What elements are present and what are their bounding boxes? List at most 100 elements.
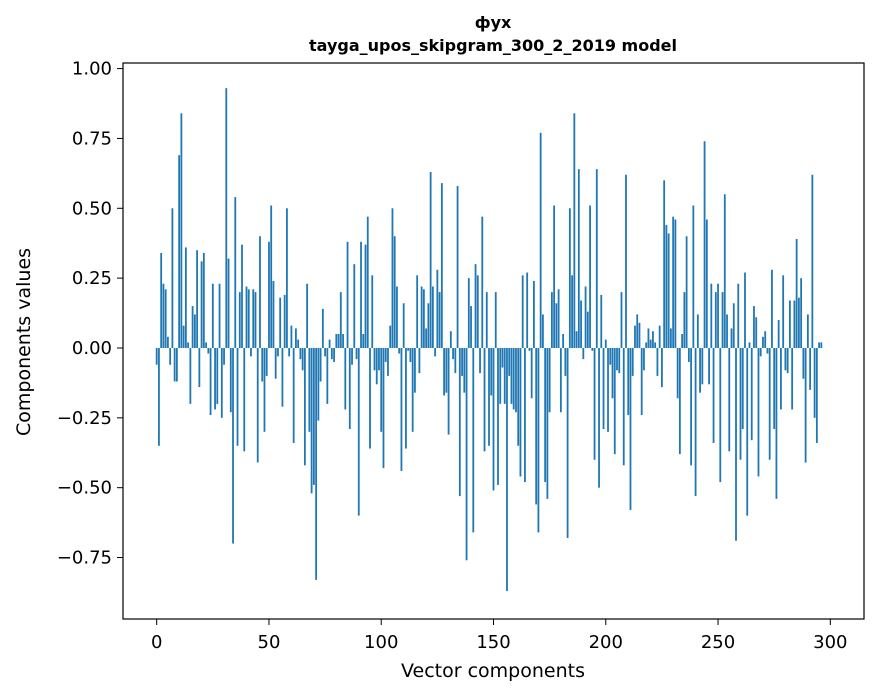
- y-tick-label: −0.50: [57, 478, 112, 499]
- x-tick-label: 100: [364, 632, 398, 653]
- bar: [270, 205, 273, 348]
- bar: [164, 289, 167, 348]
- bar: [402, 303, 405, 348]
- bar: [445, 347, 448, 393]
- bar: [764, 331, 767, 348]
- bar: [288, 347, 291, 357]
- bar: [243, 347, 246, 452]
- bar: [744, 272, 746, 348]
- bar: [396, 286, 398, 348]
- bar: [809, 347, 812, 390]
- bar: [398, 347, 401, 354]
- bar: [589, 205, 591, 348]
- bar: [699, 347, 701, 393]
- bar: [461, 347, 463, 376]
- bar: [800, 278, 803, 348]
- bar: [324, 347, 326, 357]
- bar: [463, 347, 466, 393]
- bar: [542, 314, 544, 348]
- bar: [297, 339, 300, 348]
- bar: [714, 292, 717, 348]
- bar: [476, 275, 479, 348]
- x-tick-label: 300: [813, 632, 847, 653]
- bar: [636, 314, 639, 348]
- bar: [622, 347, 625, 466]
- bar: [806, 314, 809, 348]
- bar: [755, 317, 758, 348]
- bar: [750, 347, 753, 441]
- bar: [193, 314, 196, 348]
- x-tick-label: 200: [589, 632, 623, 653]
- bar: [797, 297, 800, 348]
- bar: [595, 169, 598, 348]
- bar: [268, 241, 270, 348]
- chart-title-line-1: фух: [475, 13, 512, 32]
- bar: [409, 347, 412, 362]
- bar: [820, 342, 823, 348]
- bar: [443, 347, 445, 396]
- bar: [789, 300, 791, 348]
- bar: [175, 347, 178, 382]
- bar: [618, 347, 621, 374]
- y-axis-label: Components values: [13, 248, 35, 436]
- bar: [609, 347, 612, 365]
- bar: [452, 347, 454, 360]
- bar: [391, 208, 394, 348]
- bar: [676, 347, 679, 399]
- bar: [537, 347, 540, 533]
- bar: [627, 347, 630, 416]
- bar: [568, 208, 571, 348]
- bar: [434, 347, 437, 357]
- bar: [488, 347, 490, 446]
- bar: [782, 275, 785, 348]
- bar: [665, 225, 668, 348]
- bar: [530, 347, 533, 399]
- bar: [550, 292, 553, 348]
- bar: [196, 250, 198, 348]
- bar: [454, 347, 457, 374]
- bar: [652, 331, 654, 348]
- bar: [649, 339, 652, 348]
- bar: [474, 264, 477, 348]
- bar: [712, 347, 715, 443]
- y-tick-label: 0.75: [72, 128, 112, 149]
- bar: [440, 183, 443, 348]
- bar: [793, 300, 796, 348]
- bar: [405, 347, 407, 449]
- bar: [411, 347, 414, 432]
- bar: [485, 292, 488, 348]
- bar: [467, 278, 470, 348]
- bar: [528, 347, 531, 351]
- bar: [218, 283, 221, 348]
- bar: [683, 292, 686, 348]
- bar: [220, 347, 223, 418]
- x-axis-label: Vector components: [401, 660, 585, 682]
- y-tick-label: 0.25: [72, 268, 112, 289]
- bar: [658, 325, 661, 348]
- bar: [544, 347, 547, 483]
- bar: [593, 347, 596, 460]
- bar: [241, 244, 243, 348]
- bar: [209, 347, 212, 416]
- bar: [728, 347, 731, 452]
- bar: [414, 347, 416, 393]
- bar: [557, 289, 560, 348]
- bar: [344, 347, 347, 410]
- bar: [458, 347, 461, 497]
- bar: [705, 219, 708, 348]
- y-axis-ticks: 1.00 0.75 0.50 0.25 0.00 −0.25 −0.50 −0.75: [57, 59, 123, 569]
- bar: [333, 347, 335, 362]
- bar: [330, 347, 333, 360]
- y-tick-label: −0.25: [57, 408, 112, 429]
- bar: [339, 292, 342, 348]
- bar: [643, 347, 645, 371]
- bar: [746, 347, 749, 516]
- bar: [687, 347, 690, 362]
- bar: [310, 347, 313, 494]
- bar: [555, 303, 558, 348]
- bar: [737, 283, 740, 348]
- bar: [602, 347, 605, 430]
- bar: [400, 347, 403, 471]
